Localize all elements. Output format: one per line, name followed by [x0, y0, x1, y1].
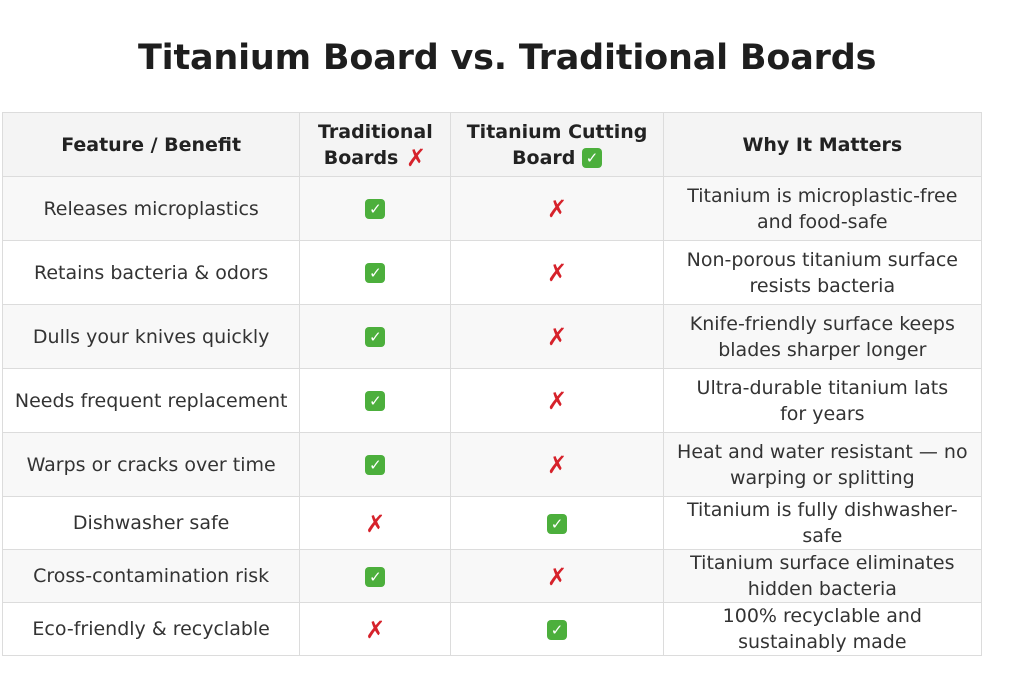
why-line-2: and food-safe: [757, 210, 888, 233]
traditional-cell: ✓: [299, 176, 452, 241]
titanium-cell: ✗: [450, 368, 664, 433]
cross-mark-icon: ✗: [546, 562, 568, 591]
cross-mark-icon: ✗: [546, 259, 568, 287]
feature-cell: Releases microplastics: [1, 176, 301, 241]
table-row: Retains bacteria & odors ✓ ✗ Non-porous tit…: [1, 240, 983, 305]
feature-cell: Retains bacteria & odors: [1, 240, 301, 305]
check-mark-icon: ✓: [582, 148, 603, 168]
why-line-1: Titanium surface eliminates: [690, 552, 955, 574]
why-line-1: Ultra-durable titanium lats: [696, 376, 949, 399]
comparison-table: Feature / Benefit Traditional Boards ✗ T…: [1, 112, 983, 656]
why-cell: 100% recyclable and sustainably made: [662, 602, 983, 656]
feature-label: Dishwasher safe: [72, 512, 230, 534]
cross-mark-icon: ✗: [365, 615, 386, 644]
titanium-cell: ✗: [450, 432, 664, 497]
titanium-cell: ✗: [450, 176, 664, 241]
check-mark-icon: ✓: [365, 263, 386, 283]
check-mark-icon: ✓: [365, 455, 386, 475]
traditional-cell: ✓: [299, 304, 452, 369]
why-cell: Titanium is microplastic-free and food-sa…: [662, 176, 983, 241]
titanium-cell: ✓: [450, 602, 664, 656]
cross-mark-icon: ✗: [546, 451, 568, 479]
feature-cell: Warps or cracks over time: [1, 432, 301, 497]
check-mark-icon: ✓: [365, 566, 386, 587]
traditional-cell: ✓: [299, 240, 452, 305]
table-row: Dulls your knives quickly ✓ ✗ Knife-friendl…: [1, 304, 983, 369]
titanium-cell: ✗: [450, 549, 664, 603]
check-mark-icon: ✓: [365, 327, 386, 347]
titanium-cell: ✓: [450, 496, 664, 550]
cross-mark-icon: ✗: [546, 323, 568, 351]
header-titanium: Titanium Cutting Board ✓: [450, 112, 664, 177]
check-mark-icon: ✓: [547, 513, 568, 534]
why-line-2: warping or splitting: [729, 466, 915, 489]
why-line-2: for years: [780, 402, 865, 425]
header-traditional: Traditional Boards ✗: [299, 112, 452, 177]
traditional-cell: ✓: [299, 432, 452, 497]
table-row: Releases microplastics ✓ ✗ Titanium is micr…: [1, 176, 983, 241]
header-why-label: Why It Matters: [742, 133, 903, 156]
why-line-1: 100% recyclable and: [722, 605, 922, 627]
traditional-cell: ✗: [299, 602, 452, 656]
titanium-cell: ✗: [450, 240, 664, 305]
cross-mark-icon: ✗: [365, 509, 386, 538]
why-line-1: Titanium is microplastic-free: [687, 184, 958, 207]
cross-mark-icon: ✗: [546, 387, 568, 415]
why-cell: Non-porous titanium surface resists bacte…: [662, 240, 983, 305]
why-line-2: sustainably made: [738, 631, 907, 653]
feature-cell: Cross-contamination risk: [1, 549, 301, 603]
feature-label: Retains bacteria & odors: [33, 261, 269, 284]
cross-mark-icon: ✗: [405, 144, 427, 172]
feature-label: Eco-friendly & recyclable: [32, 618, 270, 640]
why-cell: Titanium is fully dishwasher-safe: [662, 496, 983, 550]
why-cell: Heat and water resistant — no warping or …: [662, 432, 983, 497]
why-cell: Ultra-durable titanium lats for years: [662, 368, 983, 433]
check-mark-icon: ✓: [365, 199, 386, 219]
table-row: Dishwasher safe ✗ ✓ Titanium is fully dishw…: [1, 496, 983, 550]
table-header-row: Feature / Benefit Traditional Boards ✗ T…: [1, 112, 983, 177]
header-traditional-label: Traditional Boards: [318, 120, 433, 169]
why-cell: Knife-friendly surface keeps blades sharp…: [662, 304, 983, 369]
cross-mark-icon: ✗: [546, 195, 568, 223]
feature-label: Warps or cracks over time: [26, 453, 276, 476]
header-why: Why It Matters: [662, 112, 983, 177]
feature-label: Cross-contamination risk: [33, 565, 270, 587]
why-line-1: Heat and water resistant — no: [677, 440, 968, 463]
why-line-1: Knife-friendly surface keeps: [689, 312, 955, 335]
header-feature-label: Feature / Benefit: [61, 133, 242, 156]
feature-cell: Eco-friendly & recyclable: [1, 602, 301, 656]
why-cell: Titanium surface eliminates hidden bacter…: [662, 549, 983, 603]
feature-cell: Dulls your knives quickly: [1, 304, 301, 369]
table-row: Warps or cracks over time ✓ ✗ Heat and wate…: [1, 432, 983, 497]
why-line-2: blades sharper longer: [718, 338, 927, 361]
feature-label: Dulls your knives quickly: [32, 325, 270, 348]
feature-cell: Needs frequent replacement: [1, 368, 301, 433]
check-mark-icon: ✓: [365, 391, 386, 411]
feature-label: Releases microplastics: [43, 197, 259, 220]
table-row: Eco-friendly & recyclable ✗ ✓ 100% recyclab…: [1, 602, 983, 656]
traditional-cell: ✓: [299, 368, 452, 433]
feature-label: Needs frequent replacement: [14, 389, 288, 412]
why-line-2: resists bacteria: [749, 274, 896, 297]
why-line-1: Non-porous titanium surface: [686, 248, 958, 271]
feature-cell: Dishwasher safe: [1, 496, 301, 550]
table-row: Cross-contamination risk ✓ ✗ Titanium surfa…: [1, 549, 983, 603]
header-titanium-label: Titanium Cutting Board: [466, 120, 648, 169]
table-row: Needs frequent replacement ✓ ✗ Ultra-durabl…: [1, 368, 983, 433]
check-mark-icon: ✓: [547, 619, 568, 640]
why-line-2: hidden bacteria: [747, 578, 897, 600]
titanium-cell: ✗: [450, 304, 664, 369]
why-line-1: Titanium is fully dishwasher-safe: [687, 499, 958, 547]
header-feature: Feature / Benefit: [1, 112, 301, 177]
traditional-cell: ✗: [299, 496, 452, 550]
page-title: Titanium Board vs. Traditional Boards: [138, 38, 877, 78]
traditional-cell: ✓: [299, 549, 452, 603]
